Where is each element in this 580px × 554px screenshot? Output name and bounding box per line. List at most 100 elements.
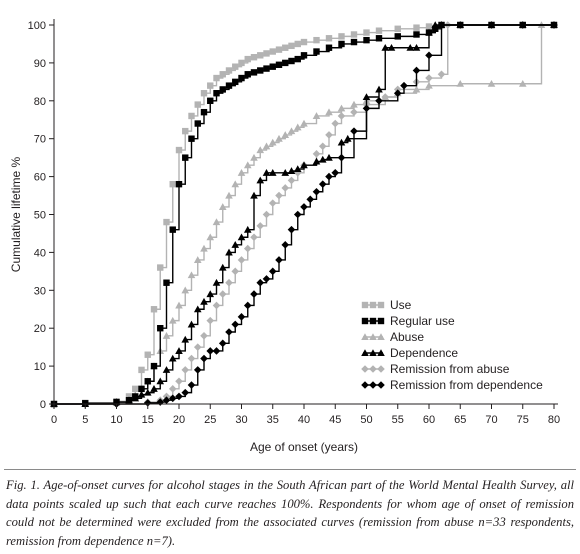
data-point-1-10: [169, 226, 176, 233]
data-point-0-30: [294, 40, 301, 48]
data-point-1-39: [413, 31, 420, 38]
x-tick-label-70: 70: [485, 414, 497, 426]
data-point-5-8: [181, 388, 190, 397]
legend-marker-a-3: [361, 349, 369, 357]
data-point-4-31: [331, 119, 340, 128]
data-point-0-28: [282, 44, 289, 51]
data-point-0-7: [150, 306, 158, 313]
data-point-5-28: [306, 195, 315, 204]
x-tick-label-25: 25: [204, 414, 216, 426]
data-point-5-29: [312, 187, 321, 196]
data-point-4-33: [350, 108, 358, 116]
legend-marker-a-2: [361, 333, 369, 341]
data-point-2-28: [281, 131, 290, 138]
data-point-4-35: [381, 93, 390, 101]
x-tick-label-60: 60: [423, 414, 435, 426]
data-point-1-20: [232, 78, 239, 86]
data-point-2-32: [312, 112, 321, 119]
data-point-4-16: [231, 267, 240, 276]
data-point-4-39: [437, 70, 446, 79]
data-point-4-13: [212, 301, 221, 310]
data-point-3-25: [262, 169, 271, 176]
x-tick-label-50: 50: [360, 414, 372, 426]
data-point-0-35: [350, 31, 358, 38]
data-point-1-37: [375, 35, 383, 42]
y-tick-label-30: 30: [34, 285, 46, 297]
data-point-3-7: [150, 385, 158, 392]
legend-item-1: Regular use: [361, 314, 455, 328]
data-point-4-10: [193, 343, 202, 351]
legend-item-3: Dependence: [361, 346, 458, 360]
data-point-5-23: [275, 256, 283, 264]
legend-marker-a-4: [361, 365, 369, 373]
data-point-3-19: [225, 248, 233, 256]
data-point-5-26: [293, 210, 302, 219]
data-point-3-15: [200, 297, 208, 305]
data-point-4-32: [337, 112, 346, 120]
data-point-1-36: [363, 36, 370, 44]
data-point-2-9: [162, 331, 171, 339]
data-point-0-9: [163, 218, 170, 226]
data-point-5-45: [550, 21, 558, 29]
legend-marker-c-5: [377, 381, 385, 389]
data-point-4-20: [256, 222, 265, 230]
data-point-0-37: [375, 27, 383, 34]
data-point-3-33: [325, 153, 333, 161]
data-point-1-6: [144, 378, 151, 385]
series-0: [50, 21, 558, 408]
data-point-4-8: [181, 366, 190, 374]
data-point-3-40: [406, 43, 415, 51]
data-point-5-22: [268, 267, 277, 276]
data-point-1-14: [194, 120, 201, 127]
data-point-4-17: [237, 256, 246, 264]
data-point-3-23: [250, 191, 258, 199]
data-point-1-8: [157, 325, 164, 332]
data-point-3-17: [212, 278, 221, 286]
data-point-0-11: [175, 146, 183, 154]
data-point-2-22: [243, 161, 252, 169]
y-tick-label-80: 80: [34, 96, 46, 108]
data-point-5-37: [393, 89, 402, 98]
data-point-1-23: [250, 69, 258, 76]
data-point-3-18: [218, 263, 227, 271]
data-point-0-12: [182, 127, 189, 135]
data-point-0-15: [200, 90, 208, 97]
data-point-3-32: [318, 155, 327, 163]
data-point-4-28: [312, 150, 321, 158]
caption-lead: Fig. 1.: [6, 478, 40, 492]
data-point-2-40: [425, 81, 433, 89]
data-point-1-25: [263, 65, 270, 72]
x-tick-label-35: 35: [267, 414, 279, 426]
data-point-3-34: [337, 138, 346, 146]
x-tick-label-55: 55: [392, 414, 404, 426]
legend-item-0: Use: [361, 298, 412, 312]
data-point-4-29: [318, 142, 327, 151]
data-point-2-20: [231, 180, 240, 188]
data-point-2-15: [200, 244, 208, 252]
legend-marker-b-0: [369, 301, 377, 309]
data-point-0-21: [238, 59, 245, 67]
data-point-3-39: [387, 43, 396, 51]
data-point-4-9: [187, 354, 196, 363]
data-point-1-38: [394, 33, 401, 40]
x-tick-label-5: 5: [82, 414, 88, 426]
data-point-2-14: [193, 256, 202, 264]
data-point-5-10: [193, 366, 202, 374]
data-point-5-34: [350, 127, 358, 135]
data-point-0-36: [363, 29, 370, 36]
data-point-4-38: [425, 74, 433, 82]
data-point-2-31: [300, 119, 308, 127]
data-point-5-18: [243, 301, 252, 310]
data-point-2-30: [293, 123, 302, 131]
data-point-4-12: [206, 316, 215, 325]
y-tick-label-20: 20: [34, 323, 46, 335]
data-point-3-6: [143, 388, 152, 396]
data-point-1-31: [300, 52, 308, 59]
legend-marker-c-0: [377, 301, 385, 309]
axes-layer: 0 10 20 30 40 50 60 70 80 90 100 0 5 10 15 20 25 30 35 40 45…: [9, 19, 560, 454]
data-point-5-19: [250, 290, 258, 298]
x-axis-label: Age of onset (years): [250, 440, 358, 454]
y-tick-label-100: 100: [28, 20, 46, 32]
legend-marker-b-2: [369, 333, 377, 341]
legend-marker-c-2: [377, 333, 385, 341]
